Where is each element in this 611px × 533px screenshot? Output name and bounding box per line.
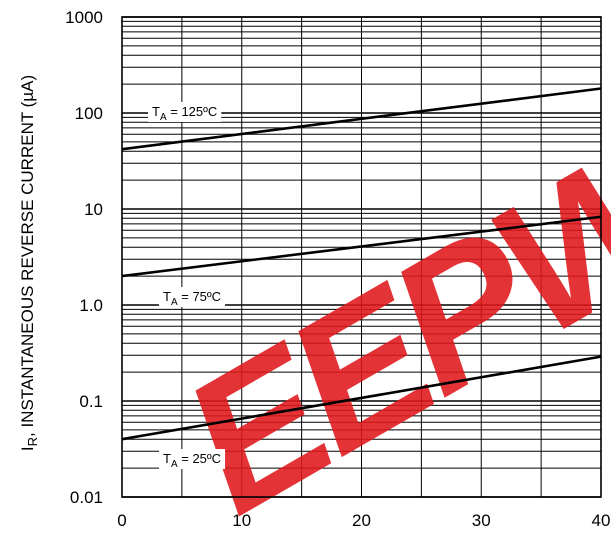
curve-label-0: TA = 125ºC	[148, 102, 222, 123]
y-tick-label: 1.0	[79, 296, 103, 315]
y-tick-label: 0.01	[70, 488, 103, 507]
curve-label-bg	[159, 287, 226, 307]
curve-label-text: TA = 25ºC	[163, 451, 221, 470]
x-tick-label: 40	[592, 511, 611, 530]
y-tick-label: 100	[75, 104, 103, 123]
x-tick-label: 30	[472, 511, 491, 530]
y-tick-label: 0.1	[79, 392, 103, 411]
plot-border	[121, 16, 602, 498]
series-line-0	[121, 87, 602, 151]
y-axis-label: IR, INSTANTANEOUS REVERSE CURRENT (µA)	[18, 75, 40, 451]
curve-label-1: TA = 75ºC	[159, 287, 226, 308]
chart-axes: 0 10 20 30 40 0.01 0.1 1.0 10 100 1000 IR, INSTANTA…	[18, 8, 610, 530]
series-line-2	[121, 355, 602, 441]
curve-label-bg	[148, 102, 222, 122]
x-tick-label: 20	[352, 511, 371, 530]
curve-label-bg	[159, 449, 226, 469]
y-tick-label: 10	[84, 200, 103, 219]
x-tick-label: 0	[117, 511, 126, 530]
chart-series	[121, 87, 602, 441]
curve-label-2: TA = 25ºC	[159, 449, 226, 470]
x-tick-label: 10	[232, 511, 251, 530]
series-line-1	[121, 215, 602, 278]
curve-label-text: TA = 75ºC	[163, 289, 221, 308]
y-tick-label: 1000	[65, 8, 103, 27]
curve-label-text: TA = 125ºC	[152, 104, 217, 123]
curve-labels: TA = 125ºC TA = 75ºC TA = 25ºC	[148, 102, 226, 470]
